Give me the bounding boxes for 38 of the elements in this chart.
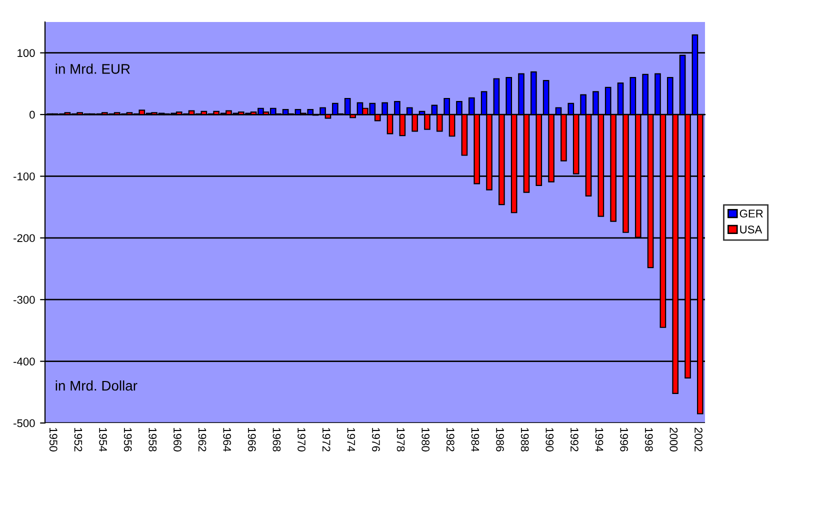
y-tick-label: 100	[18, 49, 35, 57]
x-tick-label: 1994	[595, 428, 604, 452]
legend-label: GER	[740, 210, 763, 218]
x-tick-label: 1970	[298, 428, 306, 452]
x-tick-label: 1998	[644, 428, 653, 452]
x-tick-label: 1988	[520, 428, 529, 452]
annotation: in Mrd. EUR	[56, 64, 130, 74]
x-tick-label: 1958	[148, 428, 157, 452]
x-tick-label: 1990	[546, 428, 554, 452]
annotation: in Mrd. Dollar	[56, 380, 138, 391]
x-tick-label: 1992	[570, 428, 578, 452]
x-tick-label: 1964	[223, 428, 232, 452]
y-tick-label: -400	[14, 358, 35, 366]
x-tick-label: 1984	[471, 428, 480, 452]
x-tick-label: 1982	[446, 428, 454, 452]
x-tick-label: 1968	[272, 428, 281, 452]
x-tick-label: 1978	[396, 428, 405, 452]
x-tick-label: 1966	[248, 428, 256, 452]
x-tick-label: 1976	[372, 428, 380, 452]
x-tick-label: 1986	[496, 428, 504, 452]
x-tick-label: 2000	[670, 428, 678, 452]
y-tick-label: -100	[14, 172, 35, 180]
x-tick-label: 1950	[49, 428, 58, 452]
y-tick-label: -200	[14, 234, 35, 242]
x-tick-label: 2002	[694, 428, 702, 452]
x-tick-label: 1954	[99, 428, 107, 452]
x-tick-label: 1980	[422, 428, 430, 452]
legend-label: USA	[740, 226, 762, 234]
x-tick-label: 1962	[198, 428, 206, 452]
x-tick-label: 1960	[174, 428, 182, 452]
y-tick-label: -500	[14, 419, 35, 428]
x-tick-label: 1972	[322, 428, 330, 452]
x-tick-label: 1974	[347, 428, 356, 452]
x-tick-label: 1952	[74, 428, 82, 452]
y-tick-label: 0	[30, 110, 35, 119]
x-tick-label: 1996	[620, 428, 628, 452]
y-tick-label: -300	[14, 296, 35, 304]
x-tick-label: 1956	[124, 428, 132, 452]
